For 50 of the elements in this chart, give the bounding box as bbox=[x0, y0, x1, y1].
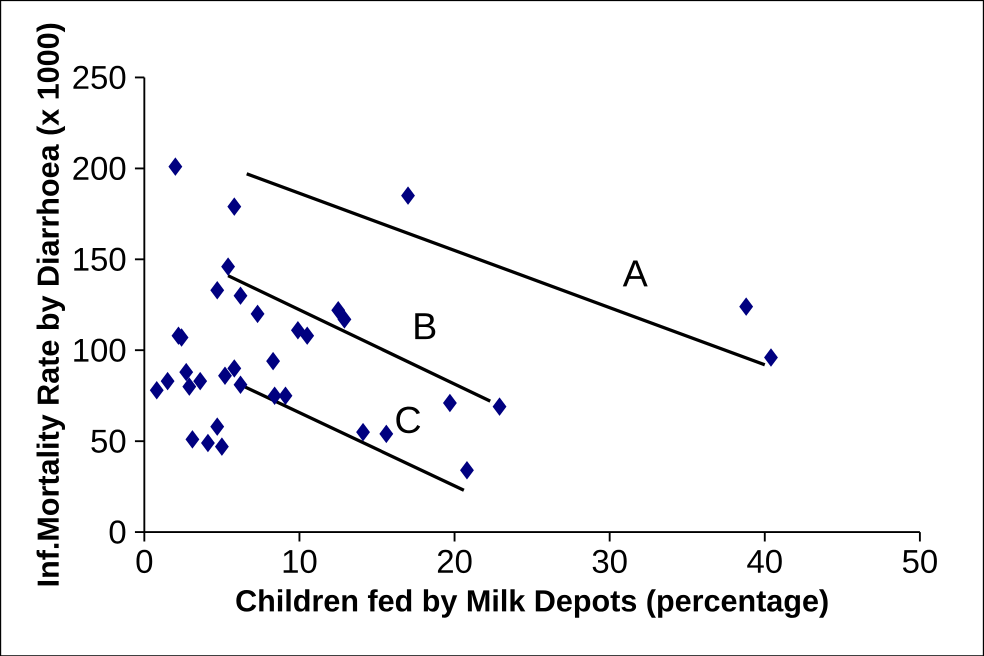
point bbox=[250, 304, 264, 323]
series-label: A bbox=[622, 260, 648, 286]
point bbox=[443, 394, 457, 412]
point bbox=[168, 157, 182, 176]
point bbox=[379, 424, 394, 443]
point bbox=[338, 310, 352, 328]
point bbox=[221, 257, 235, 276]
point bbox=[182, 378, 196, 396]
point bbox=[210, 418, 224, 436]
point bbox=[764, 348, 778, 366]
series-label: C bbox=[396, 406, 420, 434]
point bbox=[227, 359, 242, 378]
y-tick-label: 150 bbox=[74, 247, 126, 271]
point bbox=[150, 381, 164, 399]
y-tick-label: 50 bbox=[91, 429, 126, 453]
point bbox=[227, 197, 242, 216]
y-tick-label: 100 bbox=[74, 338, 126, 362]
point bbox=[300, 326, 314, 344]
point bbox=[460, 461, 474, 480]
series-label: B bbox=[415, 313, 436, 339]
point bbox=[331, 301, 346, 319]
point bbox=[234, 286, 248, 304]
point bbox=[193, 372, 207, 390]
x-tick-label: 50 bbox=[902, 550, 937, 573]
x-axis-title: Children fed by Milk Depots (percentage) bbox=[236, 589, 828, 618]
point bbox=[266, 352, 280, 370]
y-tick-label: 250 bbox=[73, 66, 126, 89]
x-tick-label: 0 bbox=[136, 550, 152, 573]
point bbox=[179, 362, 194, 381]
point bbox=[218, 366, 232, 384]
point bbox=[291, 321, 305, 339]
point bbox=[268, 386, 282, 404]
x-tick-label: 10 bbox=[284, 550, 316, 573]
point bbox=[739, 297, 753, 316]
point bbox=[201, 434, 215, 452]
point bbox=[215, 438, 229, 456]
point bbox=[234, 376, 248, 394]
y-axis-title: Inf.Mortality Rate by Diarrhoea (x 1000) bbox=[36, 24, 66, 586]
point bbox=[160, 372, 174, 390]
x-tick-label: 30 bbox=[592, 550, 627, 573]
y-tick-label: 0 bbox=[110, 520, 126, 544]
x-tick-label: 20 bbox=[438, 550, 472, 573]
point bbox=[356, 422, 370, 441]
y-tick-label: 200 bbox=[73, 156, 126, 180]
x-tick-label: 40 bbox=[747, 550, 782, 573]
point bbox=[278, 386, 292, 404]
point bbox=[492, 398, 506, 416]
point bbox=[210, 281, 224, 299]
point bbox=[401, 186, 415, 204]
point bbox=[186, 430, 200, 448]
